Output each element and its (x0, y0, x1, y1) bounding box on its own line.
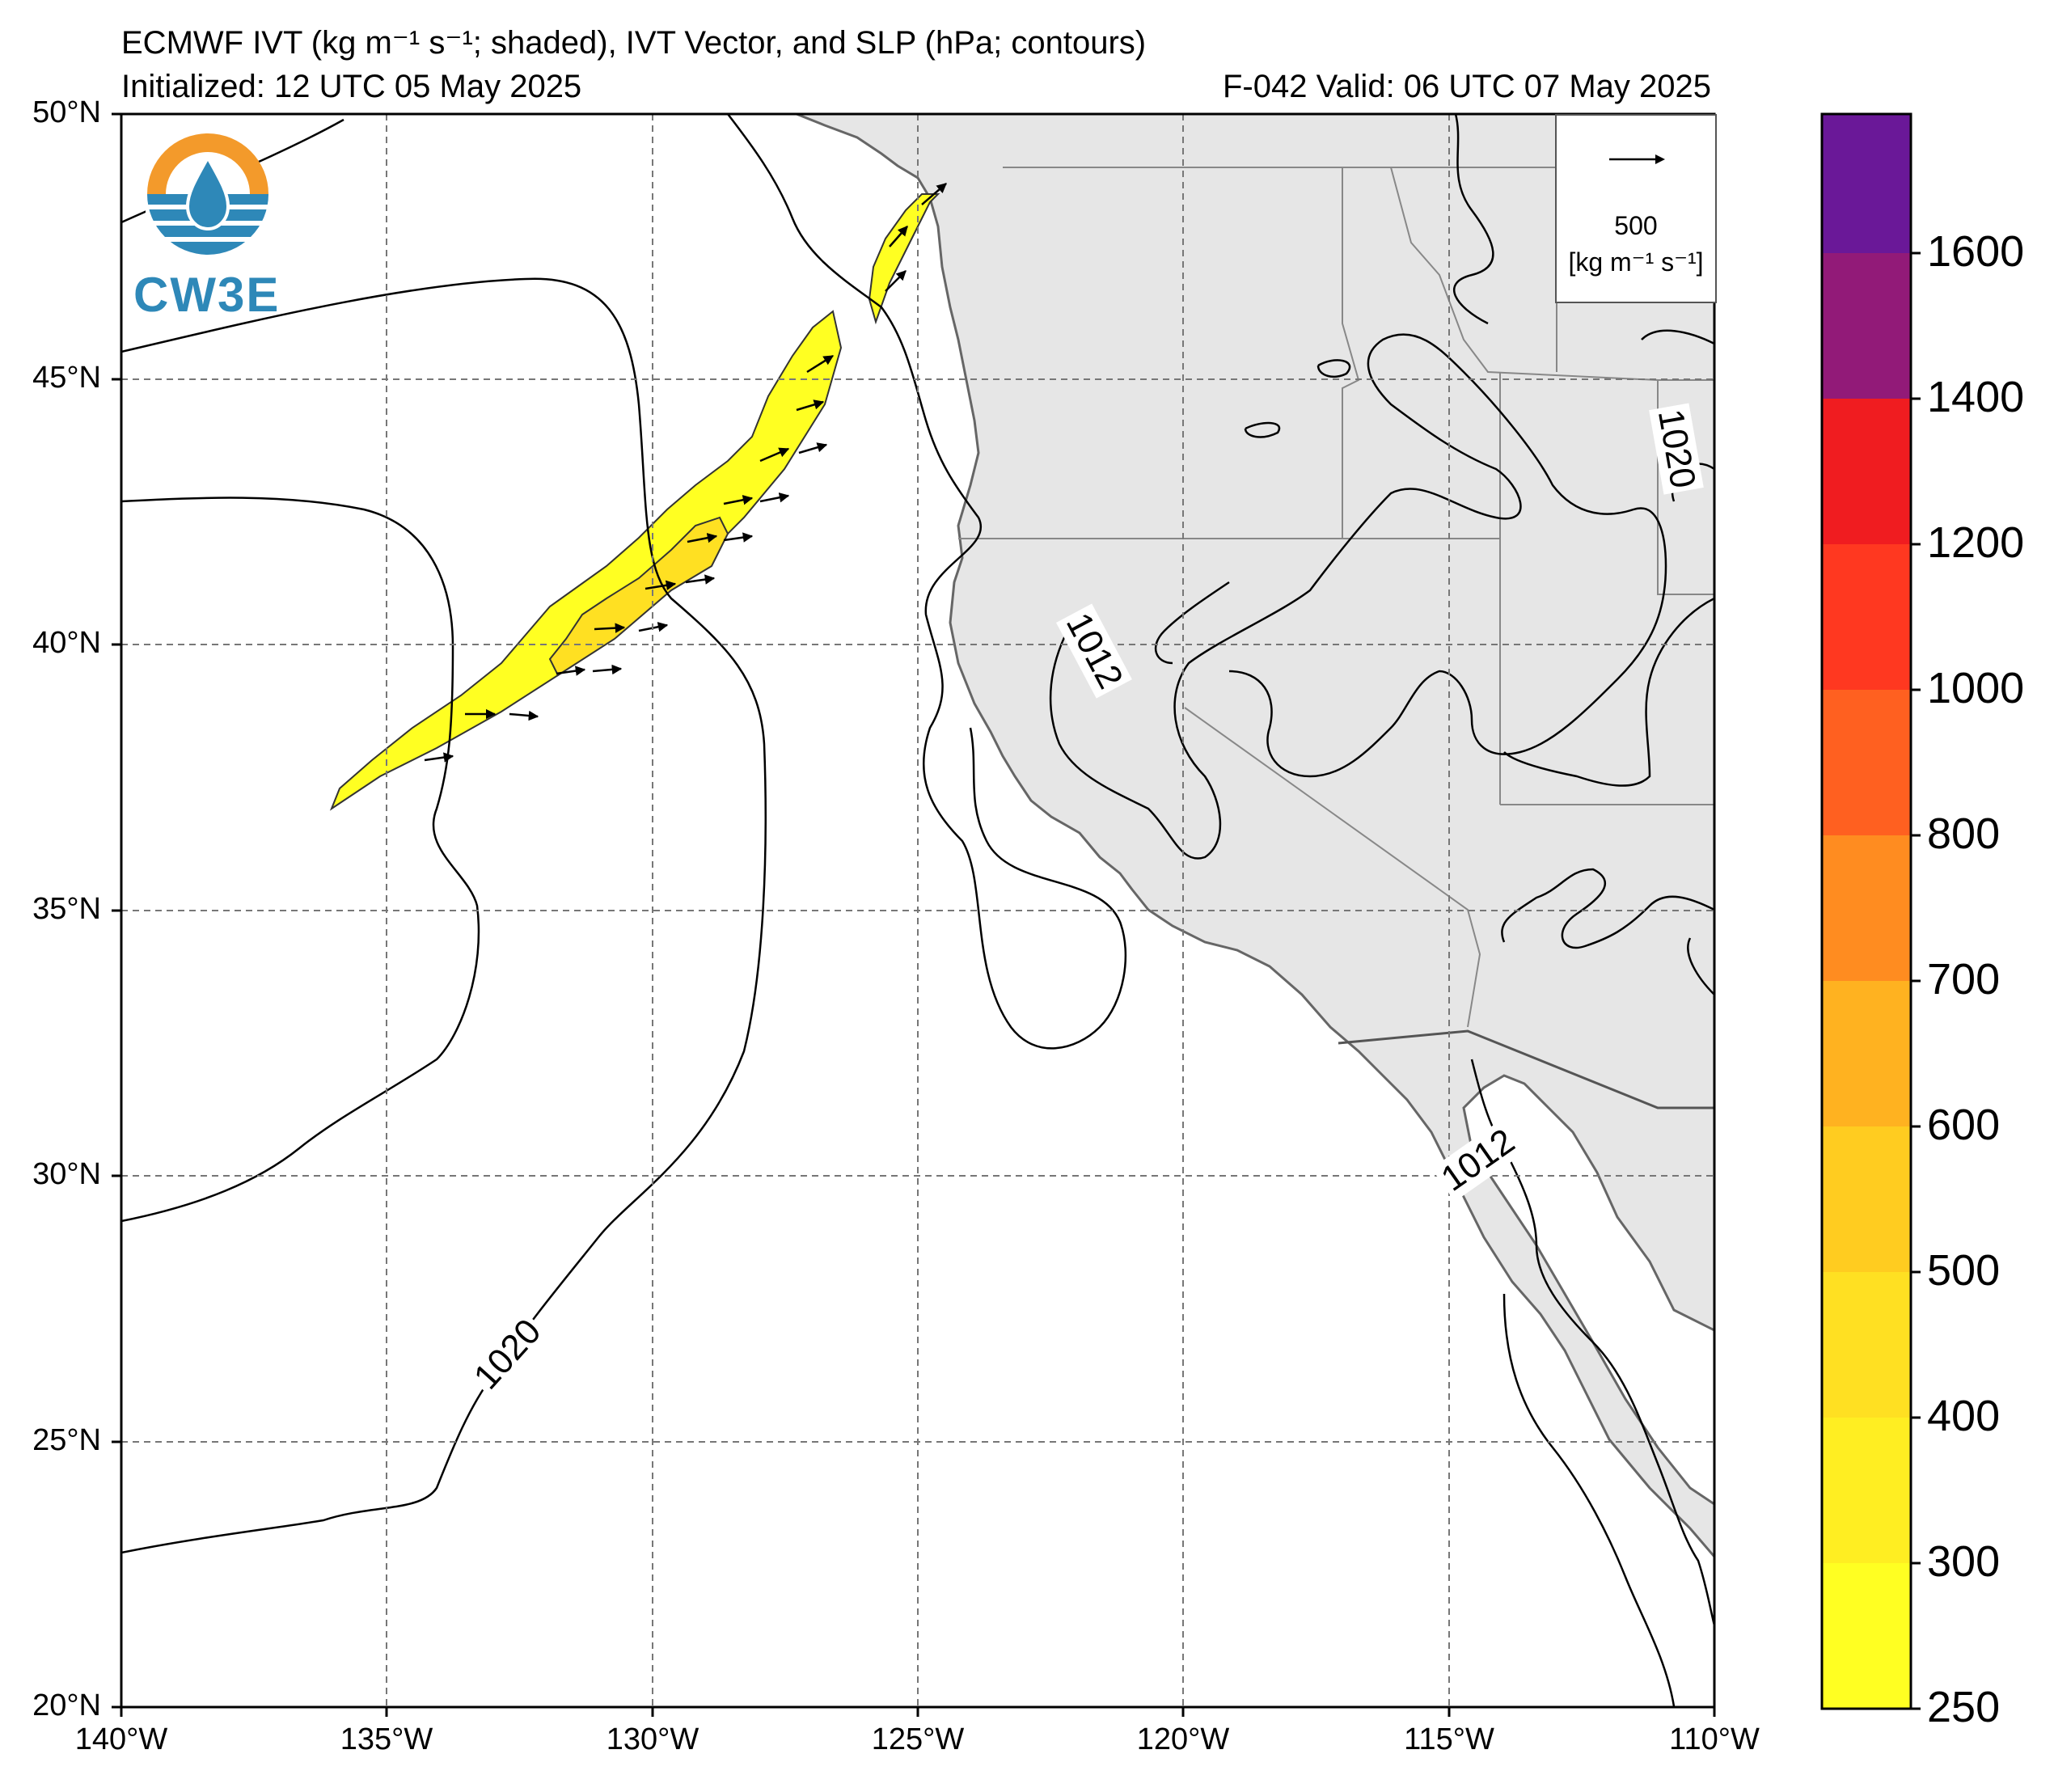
colorbar-tick-label: 250 (1927, 1683, 2001, 1731)
slp-contours (121, 114, 1714, 1707)
initialized-time: Initialized: 12 UTC 05 May 2025 (121, 69, 582, 104)
valid-time: F-042 Valid: 06 UTC 07 May 2025 (1222, 69, 1711, 104)
ivt-plume-core (548, 516, 729, 677)
lat-tick-label: 35°N (32, 892, 101, 926)
lon-tick-label: 140°W (74, 1722, 168, 1756)
legend-unit: [kg m⁻¹ s⁻¹] (1568, 247, 1704, 277)
colorbar-tick-label: 500 (1927, 1246, 2001, 1295)
lon-tick-label: 135°W (340, 1722, 433, 1756)
lat-tick-label: 25°N (32, 1423, 101, 1457)
lat-tick-label: 30°N (32, 1157, 101, 1191)
colorbar-tick-label: 1200 (1927, 518, 2025, 567)
colorbar-tick-label: 1400 (1927, 373, 2025, 421)
lon-tick-label: 115°W (1404, 1722, 1494, 1756)
graticule (121, 114, 1714, 1707)
legend-arrow-icon (1609, 154, 1665, 164)
colorbar (1820, 112, 1912, 1710)
lat-tick-label: 50°N (32, 95, 101, 129)
lat-tick-label: 45°N (32, 361, 101, 395)
vector-legend: 500 [kg m⁻¹ s⁻¹] (1555, 114, 1717, 303)
colorbar-ticks (1911, 251, 1921, 1710)
colorbar-tick-label: 1000 (1927, 664, 2025, 712)
lon-tick-label: 130°W (606, 1722, 699, 1756)
colorbar-tick-label: 600 (1927, 1101, 2001, 1149)
lat-tick-label: 20°N (32, 1688, 101, 1722)
colorbar-tick-label: 300 (1927, 1537, 2001, 1586)
ivt-plume-main (329, 310, 843, 811)
colorbar-tick-label: 800 (1927, 809, 2001, 858)
us-mexico-border (1338, 1029, 1714, 1109)
ivt-plume-north (868, 193, 940, 325)
axis-ticks (112, 112, 1716, 1717)
cw3e-water-drop-logo-icon (146, 133, 271, 259)
legend-value: 500 (1614, 211, 1658, 240)
colorbar-tick-label: 700 (1927, 955, 2001, 1004)
logo-text: CW3E (133, 268, 281, 322)
lon-tick-label: 120°W (1136, 1722, 1230, 1756)
map-title: ECMWF IVT (kg m⁻¹ s⁻¹; shaded), IVT Vect… (121, 25, 1147, 61)
colorbar-tick-label: 400 (1927, 1392, 2001, 1440)
lon-tick-label: 125°W (871, 1722, 965, 1756)
land-mass (796, 114, 1714, 1559)
lat-tick-label: 40°N (32, 626, 101, 660)
lon-tick-label: 110°W (1669, 1722, 1760, 1756)
colorbar-tick-label: 1600 (1927, 227, 2025, 276)
